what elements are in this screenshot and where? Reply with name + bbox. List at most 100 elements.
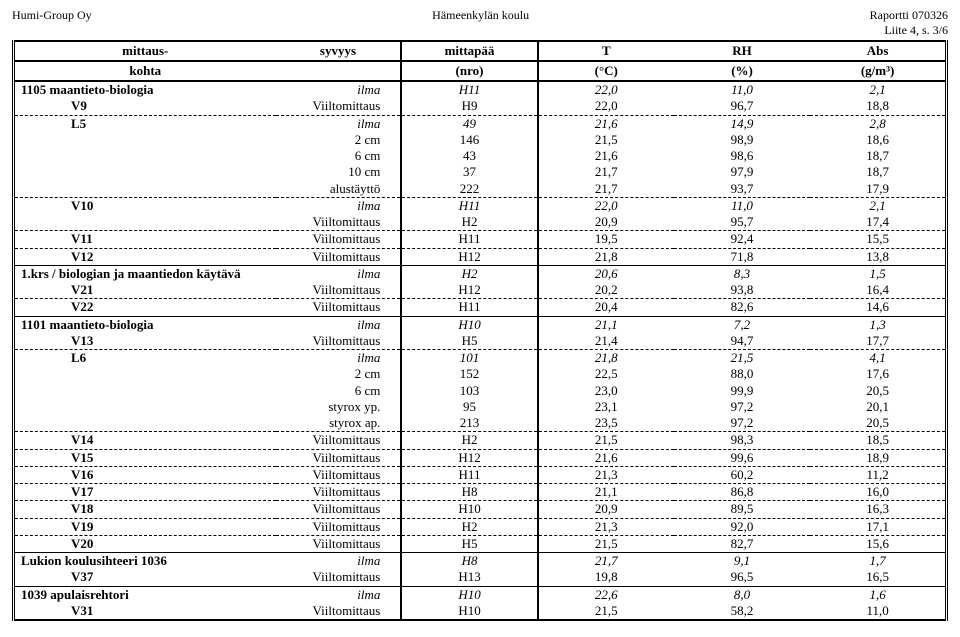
page-no: Liite 4, s. 3/6 xyxy=(870,23,948,38)
cell-syvyys: 6 cm xyxy=(276,383,402,399)
cell-kohta xyxy=(14,399,276,415)
table-row: styrox yp.9523,197,220,1 xyxy=(14,399,947,415)
cell-t: 21,7 xyxy=(538,164,674,180)
table-row: V10ilmaH1122,011,02,1 xyxy=(14,197,947,214)
cell-syvyys: styrox ap. xyxy=(276,415,402,432)
th-nro: mittapää xyxy=(401,41,537,61)
cell-nro: H10 xyxy=(401,586,537,603)
cell-t: 19,8 xyxy=(538,569,674,586)
cell-abs: 20,1 xyxy=(810,399,946,415)
table-row: styrox ap.21323,597,220,5 xyxy=(14,415,947,432)
cell-rh: 98,9 xyxy=(674,132,810,148)
table-row: V21ViiltomittausH1220,293,816,4 xyxy=(14,282,947,299)
table-row: 1.krs / biologian ja maantiedon käytäväi… xyxy=(14,265,947,282)
cell-nro: H2 xyxy=(401,518,537,535)
cell-t: 22,5 xyxy=(538,366,674,382)
cell-nro: H8 xyxy=(401,553,537,570)
cell-t: 21,1 xyxy=(538,316,674,333)
cell-kohta: V10 xyxy=(14,197,276,214)
cell-t: 21,7 xyxy=(538,553,674,570)
cell-syvyys: Viiltomittaus xyxy=(276,299,402,316)
cell-syvyys: Viiltomittaus xyxy=(276,484,402,501)
cell-abs: 20,5 xyxy=(810,415,946,432)
cell-syvyys: Viiltomittaus xyxy=(276,333,402,350)
cell-t: 20,9 xyxy=(538,214,674,231)
cell-rh: 11,0 xyxy=(674,81,810,98)
kohta-sub-label: V15 xyxy=(21,450,93,466)
cell-abs: 1,5 xyxy=(810,265,946,282)
cell-kohta: Lukion koulusihteeri 1036 xyxy=(14,553,276,570)
cell-t: 22,0 xyxy=(538,197,674,214)
th2-abs: (g/m³) xyxy=(810,61,946,81)
kohta-sub-label: V20 xyxy=(21,536,93,552)
cell-abs: 18,8 xyxy=(810,98,946,115)
table-row: V14ViiltomittausH221,598,318,5 xyxy=(14,432,947,449)
cell-syvyys: 2 cm xyxy=(276,132,402,148)
cell-abs: 1,7 xyxy=(810,553,946,570)
cell-rh: 11,0 xyxy=(674,197,810,214)
cell-nro: H11 xyxy=(401,197,537,214)
kohta-sub-label: V37 xyxy=(21,569,93,585)
kohta-sub-label: V13 xyxy=(21,333,93,349)
cell-syvyys: ilma xyxy=(276,115,402,132)
cell-abs: 16,4 xyxy=(810,282,946,299)
table-row: 1105 maantieto-biologiailmaH1122,011,02,… xyxy=(14,81,947,98)
th-kohta: mittaus- xyxy=(14,41,276,61)
cell-nro: H2 xyxy=(401,432,537,449)
cell-kohta: V13 xyxy=(14,333,276,350)
cell-kohta xyxy=(14,214,276,231)
kohta-sub-label: L5 xyxy=(21,116,86,132)
cell-t: 19,5 xyxy=(538,231,674,248)
cell-t: 21,4 xyxy=(538,333,674,350)
kohta-sub-label: V16 xyxy=(21,467,93,483)
th2-kohta: kohta xyxy=(14,61,276,81)
cell-nro: H11 xyxy=(401,299,537,316)
cell-abs: 18,7 xyxy=(810,148,946,164)
cell-syvyys: styrox yp. xyxy=(276,399,402,415)
cell-kohta xyxy=(14,366,276,382)
cell-rh: 21,5 xyxy=(674,350,810,367)
cell-nro: 43 xyxy=(401,148,537,164)
cell-t: 21,8 xyxy=(538,248,674,265)
cell-abs: 11,0 xyxy=(810,603,946,620)
cell-nro: H12 xyxy=(401,282,537,299)
kohta-sub-label: L6 xyxy=(21,350,86,366)
cell-abs: 16,5 xyxy=(810,569,946,586)
cell-abs: 14,6 xyxy=(810,299,946,316)
cell-rh: 60,2 xyxy=(674,466,810,483)
table-row: 2 cm14621,598,918,6 xyxy=(14,132,947,148)
cell-syvyys: ilma xyxy=(276,197,402,214)
cell-syvyys: Viiltomittaus xyxy=(276,569,402,586)
cell-syvyys: Viiltomittaus xyxy=(276,535,402,552)
kohta-sub-label: V19 xyxy=(21,519,93,535)
cell-kohta: 1039 apulaisrehtori xyxy=(14,586,276,603)
cell-nro: 152 xyxy=(401,366,537,382)
cell-nro: 49 xyxy=(401,115,537,132)
cell-abs: 2,1 xyxy=(810,81,946,98)
cell-rh: 95,7 xyxy=(674,214,810,231)
cell-syvyys: ilma xyxy=(276,81,402,98)
report-no: Raportti 070326 xyxy=(870,8,948,23)
cell-t: 23,1 xyxy=(538,399,674,415)
cell-nro: H13 xyxy=(401,569,537,586)
cell-rh: 93,8 xyxy=(674,282,810,299)
table-row: V17ViiltomittausH821,186,816,0 xyxy=(14,484,947,501)
cell-abs: 15,6 xyxy=(810,535,946,552)
cell-syvyys: Viiltomittaus xyxy=(276,518,402,535)
cell-abs: 16,3 xyxy=(810,501,946,518)
cell-abs: 1,3 xyxy=(810,316,946,333)
cell-syvyys: Viiltomittaus xyxy=(276,231,402,248)
table-row: 6 cm4321,698,618,7 xyxy=(14,148,947,164)
cell-rh: 82,6 xyxy=(674,299,810,316)
cell-kohta xyxy=(14,415,276,432)
kohta-sub-label: V18 xyxy=(21,501,93,517)
cell-t: 22,0 xyxy=(538,98,674,115)
cell-nro: 101 xyxy=(401,350,537,367)
cell-rh: 93,7 xyxy=(674,181,810,198)
cell-syvyys: ilma xyxy=(276,316,402,333)
page-header: Humi-Group Oy Hämeenkylän koulu Raportti… xyxy=(12,8,948,38)
table-body: 1105 maantieto-biologiailmaH1122,011,02,… xyxy=(14,81,947,620)
table-row: V9ViiltomittausH922,096,718,8 xyxy=(14,98,947,115)
cell-abs: 18,9 xyxy=(810,449,946,466)
cell-kohta: 1105 maantieto-biologia xyxy=(14,81,276,98)
